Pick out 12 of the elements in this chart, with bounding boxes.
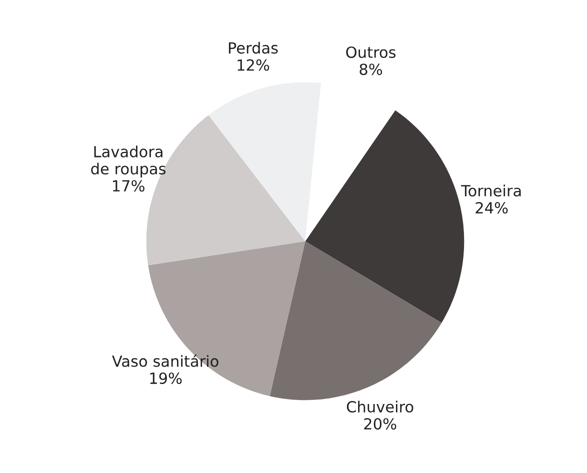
slice-label: Outros <box>346 46 396 58</box>
data-label: 24% <box>476 202 508 214</box>
data-label: 12% <box>238 59 270 71</box>
data-label: 19% <box>150 372 182 384</box>
slice-label: Vaso sanitário <box>112 354 218 367</box>
slice-label: Perdas <box>228 42 278 54</box>
data-label: 17% <box>112 180 144 192</box>
slice-label: Torneira <box>461 184 521 196</box>
slice-label: Lavadora de roupas <box>91 146 166 178</box>
slice-label: Chuveiro <box>346 400 414 413</box>
data-label: 8% <box>360 64 382 76</box>
data-label: 20% <box>364 418 396 430</box>
